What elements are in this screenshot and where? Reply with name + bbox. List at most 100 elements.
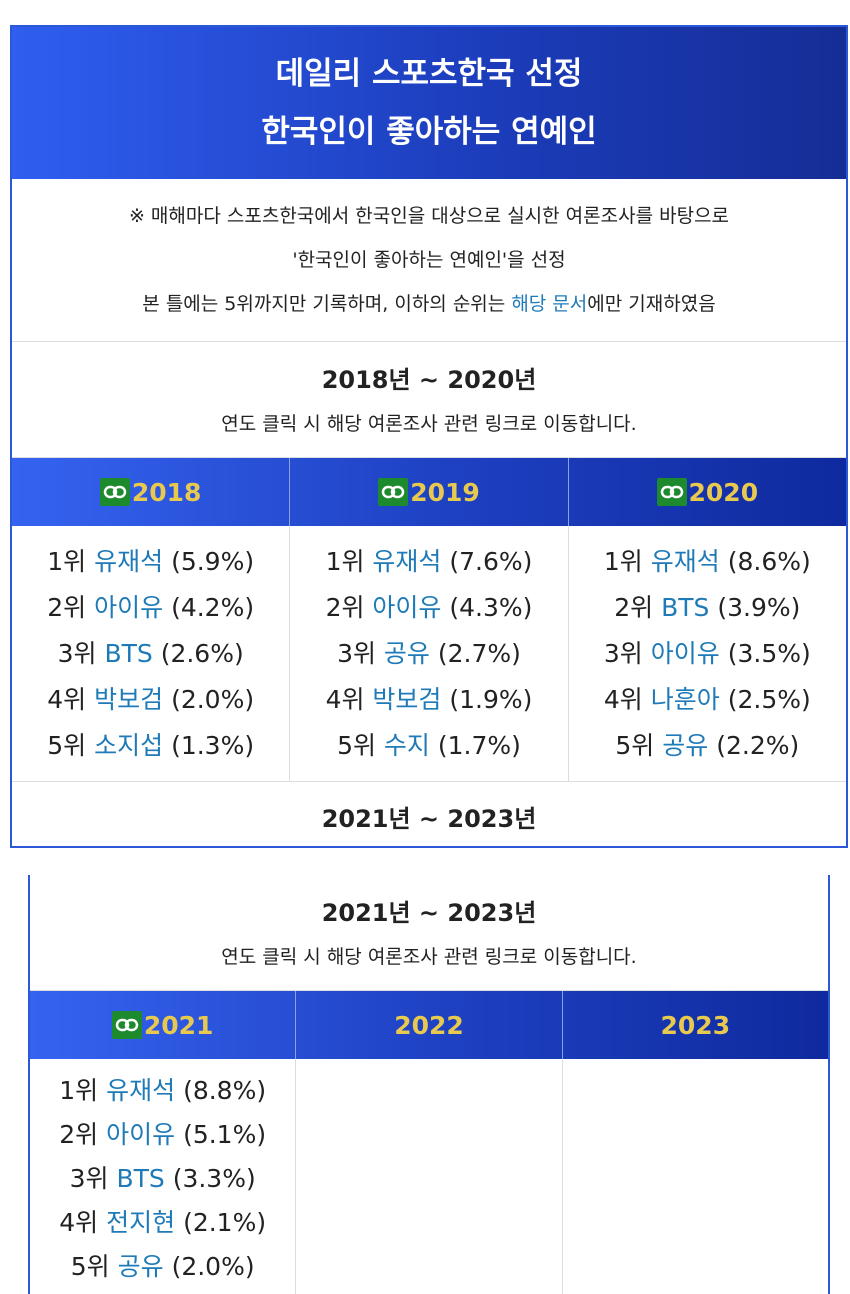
share: (2.5%)	[727, 684, 811, 714]
rank: 2위	[47, 592, 87, 622]
rank: 4위	[59, 1208, 99, 1237]
entry: 1위 유재석 (7.6%)	[326, 539, 533, 585]
year-header[interactable]: 2020	[569, 458, 846, 526]
title-line: 데일리 스포츠한국 선정	[275, 56, 583, 92]
text: 본 틀에는 5위까지만 기록하며, 이하의 순위는	[142, 293, 512, 315]
share: (8.6%)	[727, 546, 811, 576]
section-subtitle: 연도 클릭 시 해당 여론조사 관련 링크로 이동합니다.	[221, 412, 637, 435]
note: ※ 매해마다 스포츠한국에서 한국인을 대상으로 실시한 여론조사를 바탕으로 …	[12, 179, 846, 342]
name[interactable]: 유재석	[94, 546, 164, 576]
year[interactable]: 2020	[688, 477, 759, 507]
name[interactable]: 공유	[117, 1252, 164, 1281]
name[interactable]: 유재석	[372, 546, 442, 576]
name[interactable]: 공유	[662, 730, 709, 760]
section-footer: 2021년 ~ 2023년	[321, 804, 537, 833]
name[interactable]: 소지섭	[94, 730, 164, 760]
name[interactable]: 유재석	[106, 1076, 176, 1105]
year-header: 2022	[296, 991, 563, 1059]
header: 데일리 스포츠한국 선정 한국인이 좋아하는 연예인	[12, 27, 846, 179]
year[interactable]: 2019	[410, 477, 480, 507]
rank: 3위	[603, 638, 643, 668]
rank: 5위	[615, 730, 655, 760]
name[interactable]: BTS	[104, 638, 153, 668]
entry-row: 1위 유재석 (5.9%) 2위 아이유 (4.2%) 3위 BTS (2.6%) 4…	[12, 526, 846, 782]
entries: 1위 유재석 (8.6%) 2위 BTS (3.9%) 3위 아이유 (3.5%) 4…	[569, 526, 846, 781]
name[interactable]: 나훈아	[650, 684, 720, 714]
share: (1.7%)	[437, 730, 521, 760]
name[interactable]: 아이유	[106, 1120, 176, 1149]
rank: 5위	[337, 730, 376, 760]
entry-row: 1위 유재석 (8.8%) 2위 아이유 (5.1%) 3위 BTS (3.3%) 4…	[30, 1059, 828, 1294]
entry: 4위 박보검 (2.0%)	[47, 677, 254, 723]
name[interactable]: BTS	[116, 1164, 165, 1193]
entry: 3위 공유 (2.7%)	[337, 631, 521, 677]
entry: 2위 BTS (3.9%)	[614, 585, 800, 631]
section-heading: 2018년 ~ 2020년 연도 클릭 시 해당 여론조사 관련 링크로 이동합니…	[12, 342, 846, 458]
name[interactable]: 박보검	[372, 684, 442, 714]
entry: 5위 소지섭 (1.3%)	[47, 723, 254, 769]
year: 2023	[660, 1010, 731, 1040]
section: 2018년 ~ 2020년 연도 클릭 시 해당 여론조사 관련 링크로 이동합니…	[12, 342, 846, 850]
name[interactable]: 박보검	[94, 684, 164, 714]
rank: 5위	[70, 1252, 110, 1281]
year-header[interactable]: 2019	[290, 458, 569, 526]
rank: 5위	[47, 730, 87, 760]
year-header[interactable]: 2021	[30, 991, 297, 1059]
entries: 1위 유재석 (8.8%) 2위 아이유 (5.1%) 3위 BTS (3.3%) 4…	[30, 1059, 297, 1294]
note-line: '한국인이 좋아하는 연예인'을 선정	[292, 249, 566, 271]
name[interactable]: BTS	[661, 592, 710, 622]
entry: 2위 아이유 (4.3%)	[326, 585, 533, 631]
share: (4.3%)	[449, 592, 533, 622]
rank: 1위	[325, 546, 365, 576]
entries: 1위 유재석 (7.6%) 2위 아이유 (4.3%) 3위 공유 (2.7%) 4위…	[290, 526, 569, 781]
entry: 2위 아이유 (4.2%)	[47, 585, 254, 631]
year-header: 2023	[563, 991, 828, 1059]
year[interactable]: 2018	[131, 477, 202, 507]
rank: 4위	[47, 684, 87, 714]
name[interactable]: 공유	[383, 638, 430, 668]
share: (2.7%)	[437, 638, 521, 668]
entry: 5위 수지 (1.7%)	[337, 723, 521, 769]
share: (5.1%)	[183, 1120, 267, 1149]
year[interactable]: 2021	[143, 1010, 214, 1040]
share: (4.2%)	[171, 592, 255, 622]
year-row: 2018 2019 2020	[12, 458, 846, 526]
link-icon	[378, 478, 409, 506]
link-icon	[656, 478, 687, 506]
share: (1.3%)	[171, 730, 255, 760]
section-title: 2021년 ~ 2023년	[321, 898, 537, 927]
name[interactable]: 아이유	[650, 638, 720, 668]
entries: 1위 유재석 (5.9%) 2위 아이유 (4.2%) 3위 BTS (2.6%) 4…	[12, 526, 291, 781]
name[interactable]: 아이유	[372, 592, 442, 622]
entry: 1위 유재석 (8.8%)	[59, 1069, 266, 1113]
note-line: 본 틀에는 5위까지만 기록하며, 이하의 순위는 해당 문서에만 기재하였음	[142, 282, 715, 326]
rank: 4위	[603, 684, 643, 714]
link[interactable]: 해당 문서	[511, 293, 588, 315]
note-line: ※ 매해마다 스포츠한국에서 한국인을 대상으로 실시한 여론조사를 바탕으로	[128, 205, 730, 227]
entry: 1위 유재석 (5.9%)	[47, 539, 254, 585]
share: (2.1%)	[183, 1208, 267, 1237]
share: (2.0%)	[171, 1252, 255, 1281]
entries	[296, 1059, 563, 1294]
title-line: 한국인이 좋아하는 연예인	[261, 114, 597, 150]
rank: 3위	[57, 638, 97, 668]
share: (7.6%)	[449, 546, 533, 576]
name[interactable]: 수지	[383, 730, 430, 760]
year-header[interactable]: 2018	[12, 458, 291, 526]
name[interactable]: 전지현	[106, 1208, 176, 1237]
rank: 1위	[603, 546, 643, 576]
rank: 2위	[325, 592, 365, 622]
name[interactable]: 아이유	[94, 592, 164, 622]
entry: 3위 BTS (3.3%)	[70, 1157, 256, 1201]
share: (3.3%)	[172, 1164, 256, 1193]
share: (5.9%)	[171, 546, 255, 576]
year-row: 2021 2022 2023	[30, 991, 828, 1059]
entry: 5위 공유 (2.0%)	[71, 1245, 255, 1289]
name[interactable]: 유재석	[650, 546, 720, 576]
rank: 1위	[47, 546, 87, 576]
section-subtitle: 연도 클릭 시 해당 여론조사 관련 링크로 이동합니다.	[221, 945, 637, 968]
